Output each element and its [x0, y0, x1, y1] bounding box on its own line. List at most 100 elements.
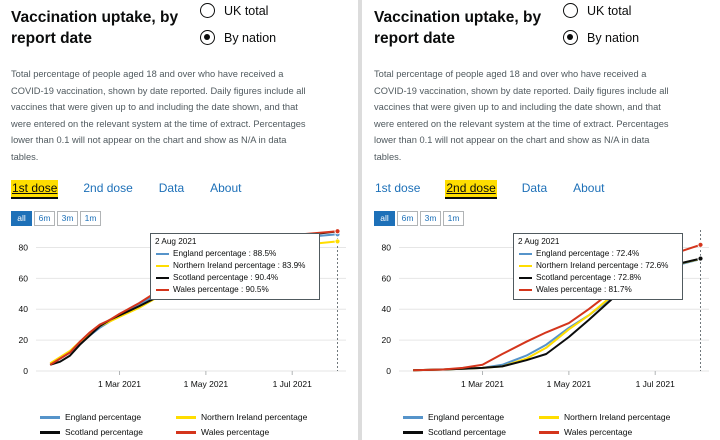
y-tick-label: 0 — [23, 366, 28, 376]
england-legend-icon — [403, 415, 423, 419]
y-tick-label: 80 — [382, 242, 392, 252]
radio-by-nation-label: By nation — [587, 30, 640, 45]
england-swatch-icon — [156, 253, 169, 255]
tooltip-row-scotland: Scotland percentage : 72.8% — [518, 272, 678, 284]
legend-label-scotland: Scotland percentage — [428, 427, 506, 437]
tooltip-row-northern-ireland-text: Northern Ireland percentage : 72.6% — [536, 261, 669, 270]
tooltip-row-scotland: Scotland percentage : 90.4% — [155, 272, 315, 284]
tab-data[interactable]: Data — [521, 181, 548, 195]
range-1m-button[interactable]: 1m — [443, 211, 464, 226]
tooltip-row-wales: Wales percentage : 81.7% — [518, 284, 678, 296]
tab-bar: 1st dose 2nd dose Data About — [11, 180, 266, 197]
radio-uk-total-label: UK total — [224, 3, 269, 18]
y-tick-label: 0 — [386, 366, 391, 376]
chart-title-line1: Vaccination uptake, by — [374, 9, 542, 26]
range-3m-button[interactable]: 3m — [420, 211, 441, 226]
legend-label-northern-ireland: Northern Ireland percentage — [201, 412, 308, 422]
range-3m-button[interactable]: 3m — [57, 211, 78, 226]
radio-circle-icon[interactable] — [563, 3, 578, 18]
tooltip-row-scotland-text: Scotland percentage : 72.8% — [536, 273, 642, 282]
radio-selected-icon[interactable] — [200, 30, 215, 45]
scotland-swatch-icon — [519, 277, 532, 279]
chart-card-second-dose: Vaccination uptake, by report date UK to… — [363, 0, 720, 440]
tooltip-row-northern-ireland: Northern Ireland percentage : 72.6% — [518, 260, 678, 272]
legend-item-northern-ireland[interactable]: Northern Ireland percentage — [539, 412, 670, 422]
range-1m-button[interactable]: 1m — [80, 211, 101, 226]
tab-1st-dose[interactable]: 1st dose — [11, 180, 59, 197]
northern-ireland-swatch-icon — [156, 265, 169, 267]
chart-description: Total percentage of people aged 18 and o… — [374, 69, 669, 162]
chart-card-first-dose: Vaccination uptake, by report date UK to… — [0, 0, 357, 440]
radio-selected-icon[interactable] — [563, 30, 578, 45]
y-tick-label: 60 — [382, 273, 392, 283]
y-tick-label: 80 — [19, 242, 29, 252]
chart-tooltip: 2 Aug 2021 England percentage : 88.5% No… — [150, 233, 320, 300]
time-range-selector: all 6m 3m 1m — [11, 211, 103, 226]
tab-bar: 1st dose 2nd dose Data About — [374, 180, 629, 197]
range-6m-button[interactable]: 6m — [397, 211, 418, 226]
radio-by-nation-label: By nation — [224, 30, 277, 45]
legend-item-northern-ireland[interactable]: Northern Ireland percentage — [176, 412, 307, 422]
legend-label-england: England percentage — [428, 412, 505, 422]
legend-item-wales[interactable]: Wales percentage — [539, 427, 632, 437]
hover-point — [697, 255, 704, 262]
legend-item-england[interactable]: England percentage — [403, 412, 504, 422]
range-6m-button[interactable]: 6m — [34, 211, 55, 226]
y-tick-label: 40 — [19, 304, 29, 314]
radio-uk-total-label: UK total — [587, 3, 632, 18]
wales-swatch-icon — [519, 289, 532, 291]
x-tick-label: 1 Jul 2021 — [273, 379, 312, 389]
northern-ireland-legend-icon — [539, 415, 559, 419]
chart-title-line1: Vaccination uptake, by — [11, 9, 179, 26]
legend-item-england[interactable]: England percentage — [40, 412, 141, 422]
tooltip-date: 2 Aug 2021 — [518, 237, 560, 246]
radio-uk-total[interactable]: UK total — [563, 3, 631, 18]
tooltip-row-northern-ireland-text: Northern Ireland percentage : 83.9% — [173, 261, 306, 270]
tooltip-row-england-text: England percentage : 88.5% — [173, 249, 277, 258]
legend-item-scotland[interactable]: Scotland percentage — [403, 427, 506, 437]
tab-1st-dose[interactable]: 1st dose — [375, 181, 421, 195]
legend-label-northern-ireland: Northern Ireland percentage — [564, 412, 671, 422]
legend-item-scotland[interactable]: Scotland percentage — [40, 427, 143, 437]
y-tick-label: 40 — [382, 304, 392, 314]
y-tick-label: 20 — [19, 335, 29, 345]
hover-point — [334, 238, 341, 245]
legend-label-wales: Wales percentage — [201, 427, 270, 437]
tab-data[interactable]: Data — [158, 181, 185, 195]
legend-label-england: England percentage — [65, 412, 142, 422]
tab-about[interactable]: About — [573, 181, 605, 195]
scotland-legend-icon — [403, 430, 423, 434]
legend-label-wales: Wales percentage — [564, 427, 633, 437]
range-all-button[interactable]: all — [374, 211, 395, 226]
tooltip-date: 2 Aug 2021 — [155, 237, 197, 246]
radio-by-nation[interactable]: By nation — [563, 30, 639, 45]
tooltip-row-wales-text: Wales percentage : 90.5% — [173, 285, 269, 294]
chart-title: Vaccination uptake, by report date — [374, 7, 564, 49]
scotland-legend-icon — [40, 430, 60, 434]
tooltip-row-scotland-text: Scotland percentage : 90.4% — [173, 273, 279, 282]
tooltip-row-wales-text: Wales percentage : 81.7% — [536, 285, 632, 294]
tooltip-row-england-text: England percentage : 72.4% — [536, 249, 640, 258]
scotland-swatch-icon — [156, 277, 169, 279]
x-tick-label: 1 Mar 2021 — [98, 379, 141, 389]
england-swatch-icon — [519, 253, 532, 255]
wales-swatch-icon — [156, 289, 169, 291]
hover-point — [697, 241, 704, 248]
radio-by-nation[interactable]: By nation — [200, 30, 276, 45]
tab-2nd-dose[interactable]: 2nd dose — [83, 181, 133, 195]
hover-point — [334, 228, 341, 235]
time-range-selector: all 6m 3m 1m — [374, 211, 466, 226]
tooltip-row-england: England percentage : 88.5% — [155, 248, 315, 260]
tab-about[interactable]: About — [210, 181, 242, 195]
chart-title: Vaccination uptake, by report date — [11, 7, 201, 49]
x-tick-label: 1 Jul 2021 — [636, 379, 675, 389]
radio-circle-icon[interactable] — [200, 3, 215, 18]
range-all-button[interactable]: all — [11, 211, 32, 226]
legend-item-wales[interactable]: Wales percentage — [176, 427, 269, 437]
legend-label-scotland: Scotland percentage — [65, 427, 143, 437]
radio-uk-total[interactable]: UK total — [200, 3, 268, 18]
tab-2nd-dose[interactable]: 2nd dose — [445, 180, 497, 197]
chart-tooltip: 2 Aug 2021 England percentage : 72.4% No… — [513, 233, 683, 300]
tooltip-row-wales: Wales percentage : 90.5% — [155, 284, 315, 296]
chart-description: Total percentage of people aged 18 and o… — [11, 69, 306, 162]
